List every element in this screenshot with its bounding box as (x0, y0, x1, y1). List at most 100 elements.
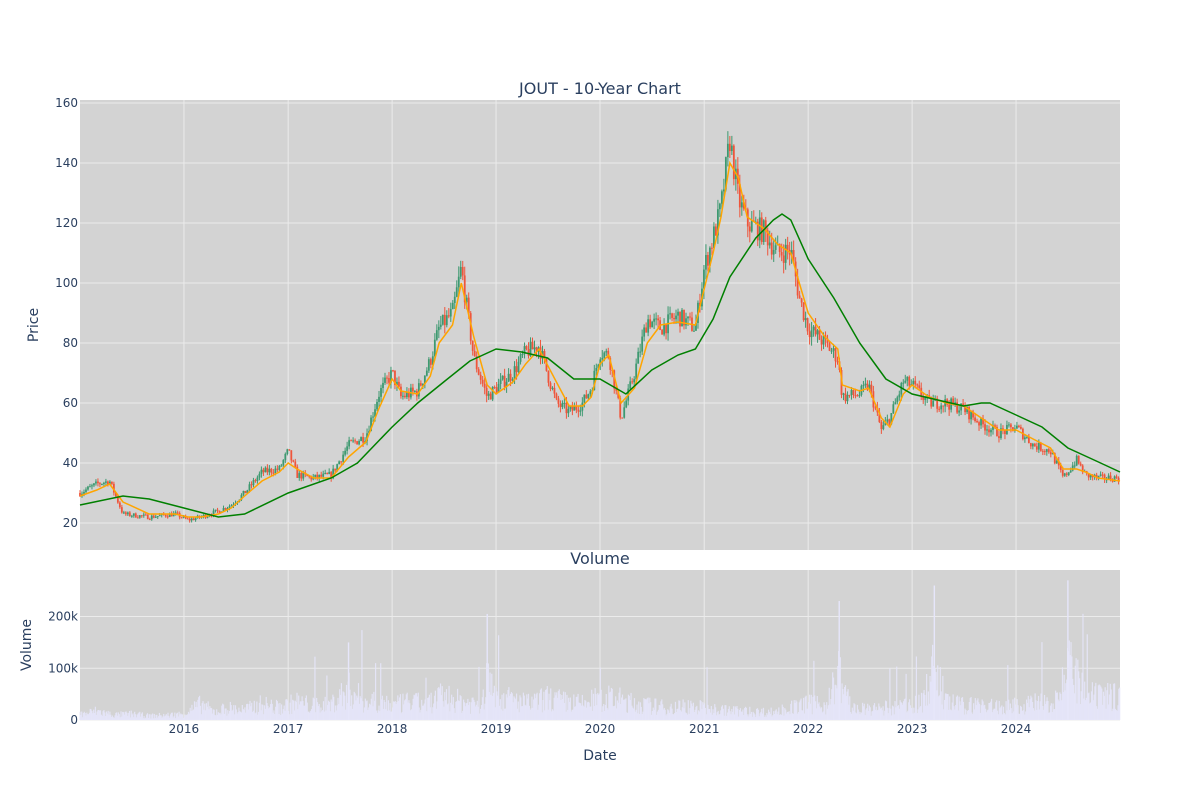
volume-bar (618, 692, 620, 720)
volume-bar (885, 701, 888, 720)
volume-bar (1018, 713, 1020, 720)
volume-bar (142, 718, 144, 720)
volume-bar (492, 692, 495, 720)
price-candle (866, 383, 869, 390)
volume-bar (558, 689, 560, 720)
volume-bar (224, 708, 226, 720)
date-x-tick-label: 2020 (585, 722, 616, 736)
volume-bar (1108, 704, 1110, 720)
volume-bar (656, 711, 659, 720)
volume-bar (734, 706, 736, 720)
volume-bar (325, 710, 327, 720)
volume-bar (813, 660, 815, 720)
volume-bar (767, 709, 770, 720)
price-candle (463, 275, 466, 303)
price-candle (1037, 442, 1040, 450)
price-candle (471, 340, 474, 351)
volume-bar (981, 699, 983, 720)
volume-bar (582, 705, 584, 720)
volume-bar (1028, 707, 1030, 720)
price-candle (248, 484, 251, 491)
volume-bar (1060, 693, 1062, 720)
date-x-tick-label: 2024 (1001, 722, 1032, 736)
volume-bar (633, 708, 635, 720)
volume-bar (956, 695, 958, 720)
volume-bar (932, 644, 934, 720)
price-candle (625, 400, 628, 408)
price-candle (1077, 455, 1080, 464)
price-candle (685, 318, 687, 326)
volume-bar (1077, 659, 1079, 720)
volume-bar (511, 693, 513, 720)
price-candle (280, 465, 283, 467)
price-candle (856, 395, 859, 397)
volume-bar (285, 699, 287, 720)
volume-bar (176, 712, 178, 720)
volume-bar (385, 709, 387, 720)
volume-bar (358, 703, 360, 720)
volume-bar (605, 694, 607, 720)
volume-bar (634, 711, 636, 720)
price-y-tick-label: 140 (55, 156, 78, 170)
volume-bar (790, 703, 792, 720)
price-candle (258, 473, 261, 478)
volume-bar (1011, 713, 1013, 720)
volume-bar (360, 698, 362, 720)
volume-bar (861, 702, 864, 720)
volume-bar (914, 695, 917, 720)
volume-bar (122, 712, 125, 720)
volume-bar (693, 712, 695, 720)
volume-bar (775, 709, 777, 720)
price-candle (810, 330, 813, 338)
volume-bar (128, 712, 130, 720)
volume-bar (339, 694, 342, 720)
volume-bar (1034, 693, 1036, 720)
price-axis-title: Price (26, 308, 42, 342)
volume-bar (468, 701, 471, 720)
volume-bar (474, 706, 477, 720)
volume-bar (1032, 708, 1035, 720)
volume-bar (586, 702, 589, 720)
price-candle (168, 513, 171, 517)
price-candle (565, 402, 568, 414)
volume-bar (769, 713, 771, 720)
volume-bar (709, 709, 711, 720)
price-candle (703, 269, 705, 289)
volume-bar (673, 714, 675, 720)
volume-bar (1066, 679, 1068, 720)
price-candle (663, 324, 665, 335)
volume-bar (1025, 711, 1027, 720)
volume-bar (1049, 705, 1052, 720)
volume-bar (173, 716, 175, 720)
price-candle (1073, 465, 1076, 467)
price-candle (770, 242, 773, 255)
price-candle (429, 359, 432, 365)
price-candle (555, 393, 558, 399)
price-candle (880, 421, 883, 430)
volume-bar (263, 714, 265, 720)
volume-bar (893, 714, 895, 720)
price-candle (370, 417, 372, 432)
volume-bar (844, 687, 846, 720)
volume-bar (449, 711, 451, 720)
volume-bar (1041, 642, 1043, 720)
volume-bar (972, 714, 974, 720)
volume-bar (568, 701, 571, 720)
volume-bar (179, 714, 181, 720)
volume-bar (106, 713, 108, 720)
volume-bar (876, 710, 878, 720)
volume-bar (296, 692, 298, 720)
volume-bar (699, 700, 701, 720)
volume-bar (894, 701, 896, 720)
volume-bar (772, 715, 774, 720)
price-candle (338, 461, 341, 465)
volume-bar (495, 687, 497, 720)
volume-bar (716, 712, 718, 720)
volume-bar (123, 714, 126, 720)
volume-bar (520, 697, 522, 720)
volume-bar (333, 712, 336, 720)
volume-bar (788, 711, 790, 720)
price-candle (1115, 476, 1118, 478)
volume-bar (298, 704, 301, 720)
price-candle (330, 471, 333, 479)
